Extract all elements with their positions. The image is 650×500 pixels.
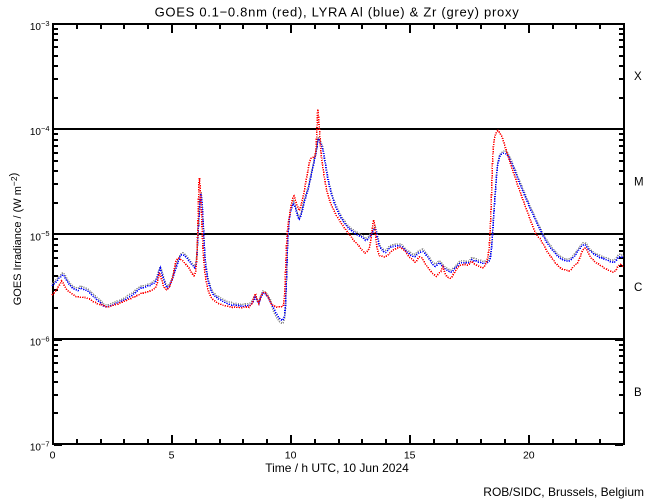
svg-text:C: C: [634, 282, 642, 294]
svg-text:0: 0: [50, 450, 56, 462]
svg-text:Time / h UTC, 10 Jun 2024: Time / h UTC, 10 Jun 2024: [265, 461, 409, 475]
svg-text:GOES 0.1−0.8nm (red), LYRA Al: GOES 0.1−0.8nm (red), LYRA Al (blue) & Z…: [155, 5, 520, 20]
svg-text:M: M: [634, 177, 644, 189]
svg-text:B: B: [634, 387, 642, 399]
svg-text:20: 20: [523, 450, 535, 462]
svg-text:GOES Irradiance / (W m−2): GOES Irradiance / (W m−2): [8, 173, 24, 306]
svg-text:5: 5: [169, 450, 175, 462]
svg-text:ROB/SIDC, Brussels, Belgium: ROB/SIDC, Brussels, Belgium: [483, 485, 644, 499]
svg-text:10: 10: [285, 450, 297, 462]
svg-text:X: X: [634, 71, 642, 83]
svg-text:15: 15: [404, 450, 416, 462]
